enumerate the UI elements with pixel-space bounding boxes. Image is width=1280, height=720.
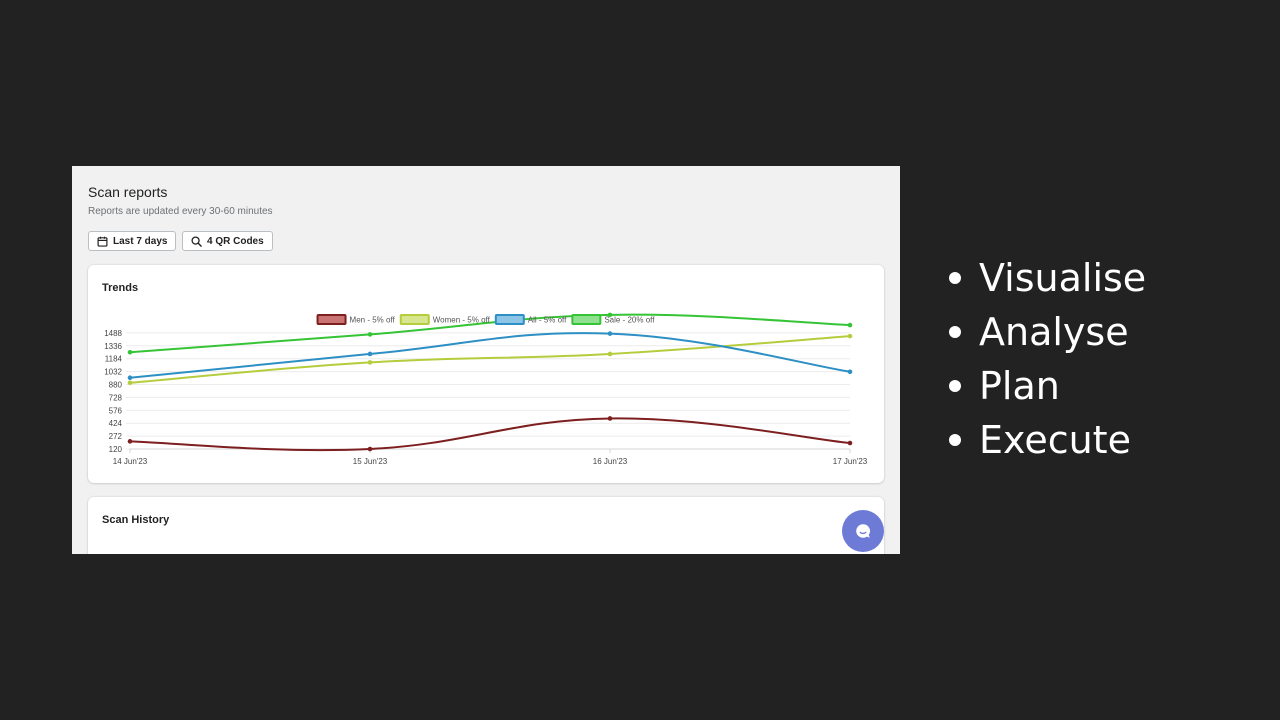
scan-history-title: Scan History: [102, 514, 170, 526]
y-tick-label: 576: [109, 406, 123, 415]
calendar-icon: [97, 236, 108, 247]
y-tick-label: 1336: [104, 342, 122, 351]
trends-card: Trends 120 272 424 576 728 880 1032 1184 1336 148…: [88, 265, 884, 483]
data-point: [127, 375, 133, 381]
bullet-dot: [949, 380, 961, 392]
trends-title: Trends: [102, 282, 139, 294]
x-tick-label: 14 Jun'23: [113, 457, 148, 466]
data-point: [607, 331, 613, 336]
chat-button[interactable]: [842, 510, 884, 552]
data-point: [127, 349, 133, 355]
data-point: [127, 439, 133, 444]
y-tick-label: 880: [109, 381, 123, 390]
legend-swatch: [316, 314, 347, 325]
bullet-dot: [949, 326, 961, 338]
legend-label: Sale - 20% off: [604, 316, 655, 325]
data-point: [607, 416, 613, 421]
page-subtitle: Reports are updated every 30-60 minutes: [88, 206, 273, 217]
bullet-dot: [949, 434, 961, 446]
series-line: [129, 313, 851, 354]
bullet-item: Execute: [945, 416, 1146, 470]
bullet-text: Visualise: [979, 256, 1147, 300]
date-range-label: Last 7 days: [113, 235, 168, 247]
bullet-dot: [949, 272, 961, 284]
y-tick-label: 424: [109, 419, 123, 428]
bullet-text: Plan: [979, 364, 1060, 408]
y-tick-label: 1184: [105, 355, 123, 364]
qr-codes-label: 4 QR Codes: [207, 235, 264, 247]
y-tick-label: 120: [109, 445, 123, 454]
y-tick-label: 272: [109, 432, 123, 441]
legend-label: All - 5% off: [528, 316, 567, 325]
series-line: [129, 335, 851, 384]
y-tick-label: 1488: [104, 329, 122, 338]
x-tick-label: 16 Jun'23: [593, 457, 628, 466]
bullet-item: Analyse: [945, 308, 1146, 362]
bullet-item: Visualise: [945, 254, 1146, 308]
x-tick-label: 17 Jun'23: [833, 457, 868, 466]
data-point: [367, 360, 373, 365]
data-point: [847, 333, 853, 339]
data-point: [127, 380, 133, 386]
data-point: [367, 446, 373, 452]
page-title: Scan reports: [88, 184, 168, 200]
data-point: [367, 351, 373, 357]
series-line: [129, 332, 851, 379]
scan-history-card: Scan History: [88, 497, 884, 554]
bullet-list: Visualise Analyse Plan Execute: [945, 254, 1146, 470]
chat-bubble-icon: [856, 524, 870, 538]
bullet-item: Plan: [945, 362, 1146, 416]
legend-swatch: [494, 314, 525, 325]
legend-label: Women - 5% off: [433, 316, 491, 325]
series-line: [129, 417, 851, 452]
date-range-button[interactable]: Last 7 days: [88, 231, 177, 251]
data-point: [847, 322, 853, 328]
legend-swatch: [571, 314, 602, 325]
data-point: [607, 312, 613, 318]
trends-chart: 120 272 424 576 728 880 1032 1184 1336 1488 14 Jun…: [104, 312, 868, 466]
y-tick-label: 1032: [104, 368, 122, 377]
qr-codes-button[interactable]: 4 QR Codes: [182, 231, 273, 251]
data-point: [367, 332, 373, 337]
legend-swatch: [399, 314, 430, 325]
search-icon: [191, 235, 202, 247]
y-tick-label: 728: [109, 393, 123, 402]
bullet-text: Analyse: [979, 310, 1129, 354]
bullet-text: Execute: [979, 418, 1131, 462]
data-point: [607, 351, 613, 357]
x-tick-label: 15 Jun'23: [353, 457, 388, 466]
legend-label: Men - 5% off: [350, 316, 396, 325]
scan-reports-panel: Scan reports Reports are updated every 3…: [72, 166, 900, 554]
data-point: [847, 369, 853, 375]
data-point: [847, 440, 853, 446]
